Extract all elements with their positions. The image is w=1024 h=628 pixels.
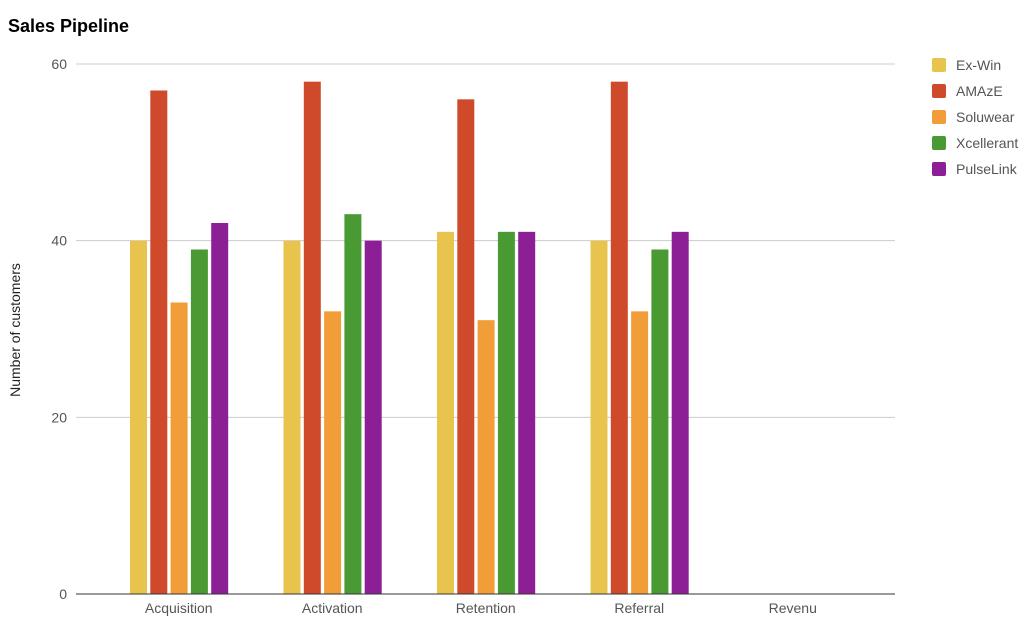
legend-swatch-xcellerant [932, 136, 946, 150]
legend-label-ex-win: Ex-Win [956, 57, 1001, 73]
x-tick-label: Retention [456, 600, 516, 616]
legend-swatch-soluwear [932, 110, 946, 124]
bar-xcellerant-referral [651, 249, 669, 594]
x-tick-label: Referral [614, 600, 664, 616]
y-tick-label: 0 [59, 586, 67, 602]
bar-pulselink-acquisition [211, 223, 229, 594]
bar-soluwear-activation [324, 311, 342, 594]
bar-pulselink-activation [364, 240, 382, 594]
x-tick-label: Activation [302, 600, 363, 616]
legend-swatch-amaze [932, 84, 946, 98]
bar-xcellerant-acquisition [190, 249, 208, 594]
y-axis-label: Number of customers [7, 263, 23, 397]
legend-label-xcellerant: Xcellerant [956, 135, 1018, 151]
legend-label-pulselink: PulseLink [956, 161, 1018, 177]
bar-amaze-referral [610, 81, 628, 594]
x-tick-labels: Acquisition Activation Retention Referral Re… [145, 600, 817, 616]
bar-amaze-acquisition [150, 90, 168, 594]
bar-xcellerant-activation [344, 214, 362, 594]
legend-label-amaze: AMAzE [956, 83, 1003, 99]
y-tick-labels: 0 20 40 60 [51, 56, 67, 602]
bar-pulselink-retention [518, 231, 536, 595]
bar-ex-win-retention [437, 231, 454, 595]
bars [130, 81, 689, 595]
bar-xcellerant-retention [497, 231, 515, 595]
y-tick-label: 40 [51, 233, 67, 249]
bar-pulselink-referral [671, 231, 689, 595]
legend-swatch-ex-win [932, 58, 946, 72]
bar-ex-win-activation [283, 240, 301, 594]
bar-soluwear-acquisition [170, 302, 188, 594]
x-tick-label: Acquisition [145, 600, 213, 616]
bar-amaze-retention [457, 99, 475, 594]
x-tick-label: Revenu [769, 600, 817, 616]
chart-title: Sales Pipeline [8, 16, 129, 36]
legend: Ex-Win AMAzE Soluwear Xcellerant PulseLink [932, 57, 1018, 177]
bar-amaze-activation [303, 81, 321, 594]
bar-soluwear-referral [631, 311, 649, 594]
bar-soluwear-retention [477, 320, 495, 594]
legend-label-soluwear: Soluwear [956, 109, 1015, 125]
bar-ex-win-acquisition [130, 240, 147, 594]
legend-swatch-pulselink [932, 162, 946, 176]
y-tick-label: 60 [51, 56, 67, 72]
y-tick-label: 20 [51, 409, 67, 425]
bar-ex-win-referral [590, 240, 608, 594]
